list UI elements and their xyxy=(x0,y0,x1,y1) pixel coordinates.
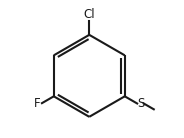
Text: F: F xyxy=(34,97,41,110)
Text: S: S xyxy=(138,97,145,110)
Text: Cl: Cl xyxy=(84,7,95,21)
